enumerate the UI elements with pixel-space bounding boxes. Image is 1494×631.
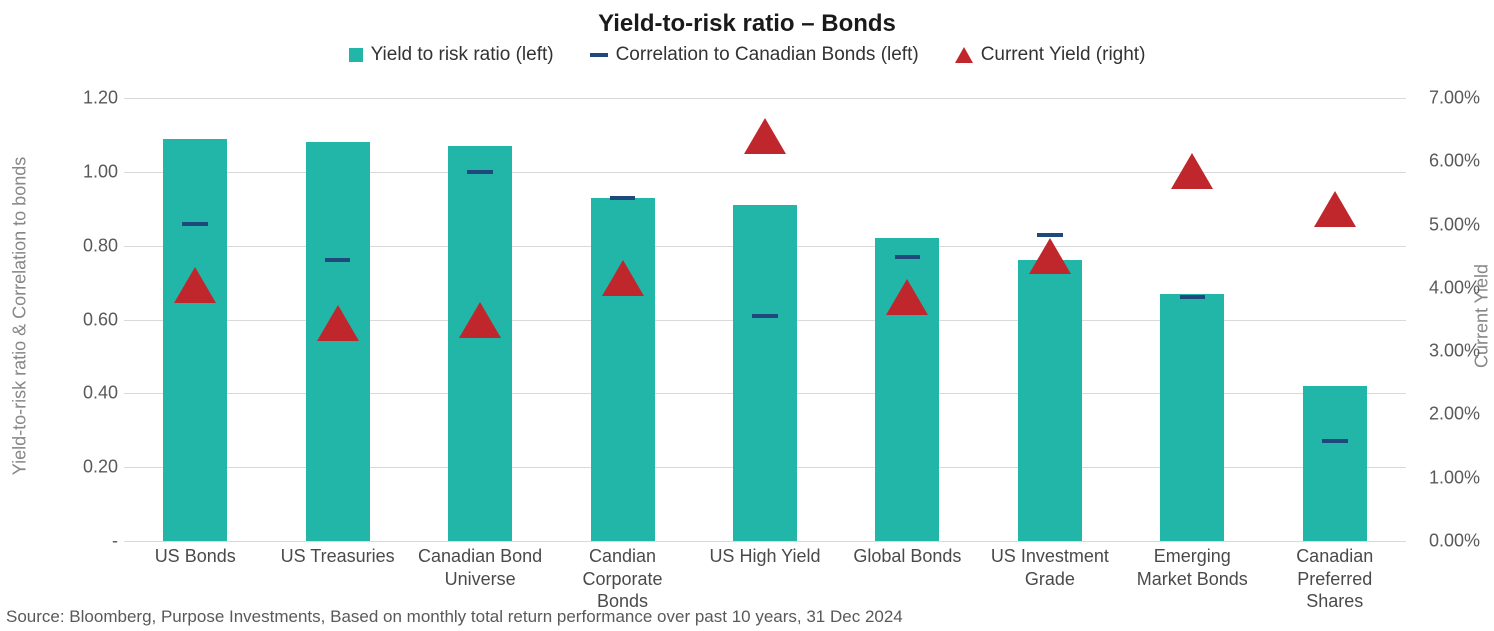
y-right-tick: 3.00% (1412, 341, 1480, 362)
x-tick-label: US Treasuries (266, 545, 408, 613)
y-left-axis-label: Yield-to-risk ratio & Correlation to bon… (10, 156, 31, 474)
yield-marker (886, 279, 928, 315)
correlation-marker (752, 314, 778, 318)
yield-marker (744, 118, 786, 154)
bar (448, 146, 512, 541)
correlation-marker (1180, 295, 1206, 299)
bar (1160, 294, 1224, 541)
correlation-marker (1322, 439, 1348, 443)
legend-label: Yield to risk ratio (left) (371, 44, 554, 66)
chart-area: -0.200.400.600.801.001.200.00%1.00%2.00%… (78, 98, 1406, 541)
y-right-tick: 5.00% (1412, 214, 1480, 235)
bar (163, 139, 227, 541)
x-tick-label: Canadian Preferred Shares (1264, 545, 1406, 613)
x-tick-label: Candian Corporate Bonds (551, 545, 693, 613)
yield-marker (602, 260, 644, 296)
y-right-tick: 2.00% (1412, 404, 1480, 425)
y-right-tick: 0.00% (1412, 531, 1480, 552)
correlation-marker (895, 255, 921, 259)
y-left-tick: 0.80 (74, 235, 118, 256)
correlation-marker (1037, 233, 1063, 237)
gridline (124, 541, 1406, 542)
y-left-tick: 1.00 (74, 161, 118, 182)
bar (1303, 386, 1367, 541)
bar (591, 198, 655, 541)
chart-title: Yield-to-risk ratio – Bonds (0, 0, 1494, 44)
y-right-tick: 4.00% (1412, 277, 1480, 298)
legend-item-bar: Yield to risk ratio (left) (349, 44, 554, 66)
y-right-tick: 6.00% (1412, 151, 1480, 172)
y-left-tick: 0.40 (74, 383, 118, 404)
x-tick-label: US High Yield (694, 545, 836, 613)
x-tick-label: Global Bonds (836, 545, 978, 613)
yield-marker (459, 302, 501, 338)
x-axis-labels: US BondsUS TreasuriesCanadian Bond Unive… (124, 545, 1406, 613)
x-tick-label: US Bonds (124, 545, 266, 613)
legend-label: Current Yield (right) (981, 44, 1146, 66)
triangle-swatch-icon (955, 47, 973, 63)
y-left-tick: - (74, 531, 118, 552)
plot-region: -0.200.400.600.801.001.200.00%1.00%2.00%… (124, 98, 1406, 541)
y-left-tick: 0.20 (74, 457, 118, 478)
yield-marker (1029, 238, 1071, 274)
yield-marker (1314, 191, 1356, 227)
correlation-marker (610, 196, 636, 200)
bar (306, 142, 370, 541)
yield-marker (174, 267, 216, 303)
bar-swatch-icon (349, 48, 363, 62)
correlation-marker (467, 170, 493, 174)
correlation-marker (325, 258, 351, 262)
yield-marker (1171, 153, 1213, 189)
legend: Yield to risk ratio (left) Correlation t… (0, 44, 1494, 74)
yield-marker (317, 305, 359, 341)
y-right-tick: 7.00% (1412, 88, 1480, 109)
y-left-tick: 1.20 (74, 88, 118, 109)
bar (733, 205, 797, 541)
x-tick-label: US Investment Grade (979, 545, 1121, 613)
x-tick-label: Canadian Bond Universe (409, 545, 551, 613)
x-tick-label: Emerging Market Bonds (1121, 545, 1263, 613)
legend-item-triangle: Current Yield (right) (955, 44, 1146, 66)
legend-item-dash: Correlation to Canadian Bonds (left) (590, 44, 919, 66)
legend-label: Correlation to Canadian Bonds (left) (616, 44, 919, 66)
y-right-tick: 1.00% (1412, 467, 1480, 488)
gridline (124, 98, 1406, 99)
y-left-tick: 0.60 (74, 309, 118, 330)
bar (1018, 260, 1082, 541)
dash-swatch-icon (590, 53, 608, 57)
source-note: Source: Bloomberg, Purpose Investments, … (6, 607, 903, 627)
correlation-marker (182, 222, 208, 226)
